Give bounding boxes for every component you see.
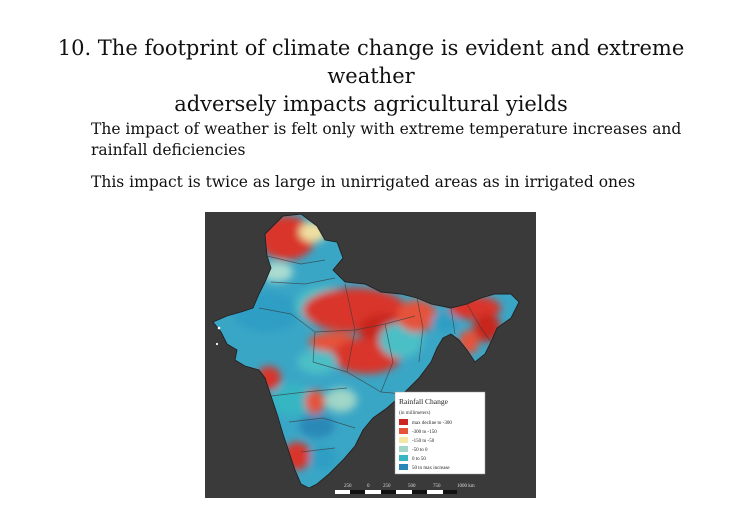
bullet-item-2: This impact is twice as large in unirrig… [91,173,636,191]
legend-subtitle: (in millimeters) [399,411,431,416]
legend-label: -150 to -50 [412,439,435,444]
scale-tick-label: 250 [383,484,391,489]
legend-swatch [399,455,408,461]
map-legend: Rainfall Change (in millimeters) max dec… [394,391,486,475]
scale-bar-segment [381,490,396,494]
legend-swatch [399,437,408,443]
scale-tick-label: 500 [408,484,416,489]
rainfall-change-map: Rainfall Change (in millimeters) max dec… [205,212,536,498]
scale-bar-segment [350,490,365,494]
legend-item: -300 to -150 [399,428,437,435]
scale-tick-label: 0 [367,484,370,489]
legend-item: -50 to 0 [399,446,428,453]
scale-bar-segment [443,490,457,494]
india-outline [212,213,520,489]
slide-title: 10. The footprint of climate change is e… [40,34,702,118]
legend-title: Rainfall Change [399,397,449,406]
legend-label: 0 to 50 [412,457,426,462]
legend-item: 0 to 50 [399,455,426,462]
legend-item: 50 to max increase [399,464,450,471]
legend-label: -300 to -150 [412,430,437,435]
legend-item: max decline to -300 [399,419,452,426]
bullet-item-1: The impact of weather is felt only with … [91,120,682,159]
island-speck [217,326,221,330]
scale-tick-label: 250 [344,484,352,489]
legend-swatch [399,464,408,470]
india-map-svg: Rainfall Change (in millimeters) max dec… [212,213,520,494]
legend-label: -50 to 0 [412,448,428,453]
legend-box [394,391,486,475]
bullet-list: The impact of weather is felt only with … [91,119,711,204]
legend-swatch [399,428,408,434]
legend-item: -150 to -50 [399,437,435,444]
scale-bar-segment [412,490,427,494]
legend-label: 50 to max increase [412,466,450,471]
rainfall-colour-field [213,214,519,488]
scale-tick-label: 1000 km [457,484,475,489]
slide-title-line-1: 10. The footprint of climate change is e… [57,36,685,88]
scale-tick-label: 750 [433,484,441,489]
legend-swatch [399,419,408,425]
state-boundaries [258,255,492,453]
slide-title-line-2: adversely impacts agricultural yields [174,92,568,116]
legend-swatch [399,446,408,452]
island-speck [215,342,219,346]
scale-bar: 250 0 250 500 750 1000 km [335,484,475,494]
legend-label: max decline to -300 [412,421,452,426]
